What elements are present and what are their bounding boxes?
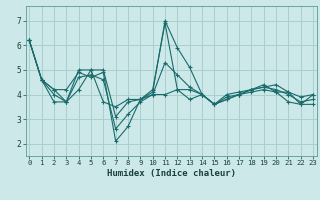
- X-axis label: Humidex (Indice chaleur): Humidex (Indice chaleur): [107, 169, 236, 178]
